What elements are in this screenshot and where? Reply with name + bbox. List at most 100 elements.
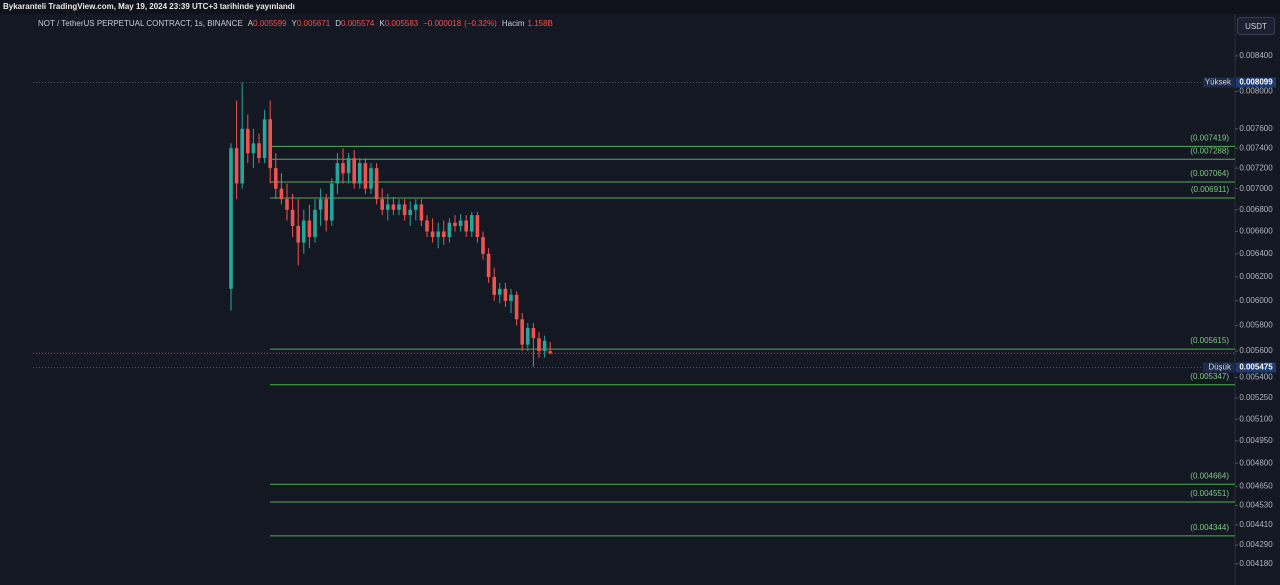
candle-body	[509, 294, 513, 301]
y-tick-label: 0.005800	[1239, 321, 1273, 330]
candle-body	[229, 148, 233, 289]
candle-body	[391, 204, 396, 210]
fib-level-label: (0.004344)	[1190, 523, 1229, 532]
ohlc-prefix: D	[335, 19, 342, 28]
candle-body	[514, 294, 519, 320]
candle-body	[526, 328, 530, 345]
y-tick-label: 0.004290	[1239, 540, 1273, 549]
candle-body	[470, 215, 474, 232]
candle-body	[481, 237, 485, 254]
y-tick-label: 0.006200	[1239, 272, 1273, 281]
fib-level-label: (0.004551)	[1190, 489, 1229, 498]
candle-body	[313, 209, 317, 238]
y-tick-label: 0.005250	[1239, 393, 1273, 402]
candle-body	[290, 209, 295, 226]
volume: 1.158B	[527, 19, 553, 28]
candle-body	[419, 204, 424, 221]
candle-body	[274, 168, 278, 189]
y-tick-label: 0.006000	[1239, 296, 1273, 305]
candle-body	[475, 215, 480, 238]
ohlc-value: 0.005599	[253, 19, 287, 28]
candle-body	[335, 163, 340, 184]
candle-body	[324, 199, 328, 221]
y-tick-label: 0.004180	[1239, 559, 1273, 568]
candle-body	[503, 288, 508, 301]
ohlc-prefix: A	[247, 19, 254, 28]
candle-body	[436, 231, 440, 238]
low-marker-name: Düşük	[1208, 363, 1232, 372]
candle-body	[330, 183, 334, 221]
credit: Bykaranteli TradingView.com, May 19, 202…	[3, 2, 295, 11]
change: −0.000018	[423, 19, 462, 28]
high-marker-value-box	[1236, 77, 1276, 88]
ohlc-prefix: Y	[291, 19, 297, 28]
candle-body	[296, 225, 300, 243]
y-tick-label: 0.006600	[1239, 227, 1273, 236]
low-marker-value-box	[1236, 362, 1276, 373]
candle-body	[430, 231, 435, 238]
candle-body	[318, 199, 323, 210]
symbol: NOT / TetherUS PERPETUAL CONTRACT, 1s, B…	[38, 19, 243, 28]
fib-level-label: (0.006911)	[1191, 185, 1229, 194]
candle-body	[358, 163, 362, 184]
y-tick-label: 0.007000	[1239, 184, 1273, 193]
y-tick-label: 0.004530	[1239, 501, 1273, 510]
candle-body	[307, 220, 312, 238]
candle-body	[408, 209, 412, 216]
y-tick-label: 0.004650	[1239, 481, 1273, 490]
ohlc-prefix: K	[379, 19, 385, 28]
credit-bar	[0, 0, 1280, 14]
candle-body	[425, 220, 429, 232]
candle-body	[548, 351, 552, 354]
low-marker-name-box	[1203, 362, 1235, 373]
y-tick-label: 0.008400	[1239, 51, 1273, 60]
y-tick-label: 0.004410	[1239, 520, 1273, 529]
y-tick-label: 0.008000	[1239, 87, 1273, 96]
ohlc-value: 0.005574	[341, 19, 375, 28]
candle-body	[341, 163, 345, 174]
candle-body	[464, 220, 468, 232]
candle-body	[380, 199, 384, 210]
candle-body	[268, 119, 272, 169]
fib-level-label: (0.004664)	[1190, 471, 1229, 480]
candle-body	[520, 319, 524, 345]
candle-body	[414, 204, 418, 210]
fib-level-label: (0.005615)	[1190, 336, 1229, 345]
candle-body	[302, 220, 306, 243]
fib-level-label: (0.007419)	[1190, 133, 1229, 142]
candle-body	[346, 158, 351, 174]
y-tick-label: 0.006800	[1239, 205, 1273, 214]
candle-body	[397, 204, 401, 210]
candle-body	[402, 204, 407, 216]
y-tick-label: 0.005600	[1239, 346, 1273, 355]
candle-body	[285, 199, 289, 210]
y-tick-label: 0.004800	[1239, 458, 1273, 467]
candle-body	[369, 168, 373, 189]
candle-body	[442, 231, 446, 238]
y-tick-label: 0.004950	[1239, 436, 1273, 445]
y-tick-label: 0.005400	[1239, 373, 1273, 382]
candle-body	[352, 158, 356, 184]
candle-body	[447, 222, 452, 238]
fib-level-label: (0.007064)	[1190, 169, 1229, 178]
volume-name: Hacim	[501, 19, 525, 28]
change-pct: (−0.32%)	[464, 19, 497, 28]
candle-body	[234, 148, 239, 184]
candle-body	[386, 204, 390, 210]
candle-body	[498, 288, 502, 295]
candle-body	[251, 143, 256, 154]
candle-body	[262, 119, 267, 159]
candle-body	[240, 128, 244, 184]
candle-body	[486, 253, 491, 277]
candle-body	[374, 168, 379, 200]
candle-body	[279, 188, 284, 200]
y-tick-label: 0.007600	[1239, 124, 1273, 133]
candle-body	[531, 328, 536, 339]
ohlc-value: 0.005583	[384, 19, 419, 28]
y-tick-label: 0.006400	[1239, 249, 1273, 258]
currency-button[interactable]: USDT	[1237, 17, 1275, 35]
